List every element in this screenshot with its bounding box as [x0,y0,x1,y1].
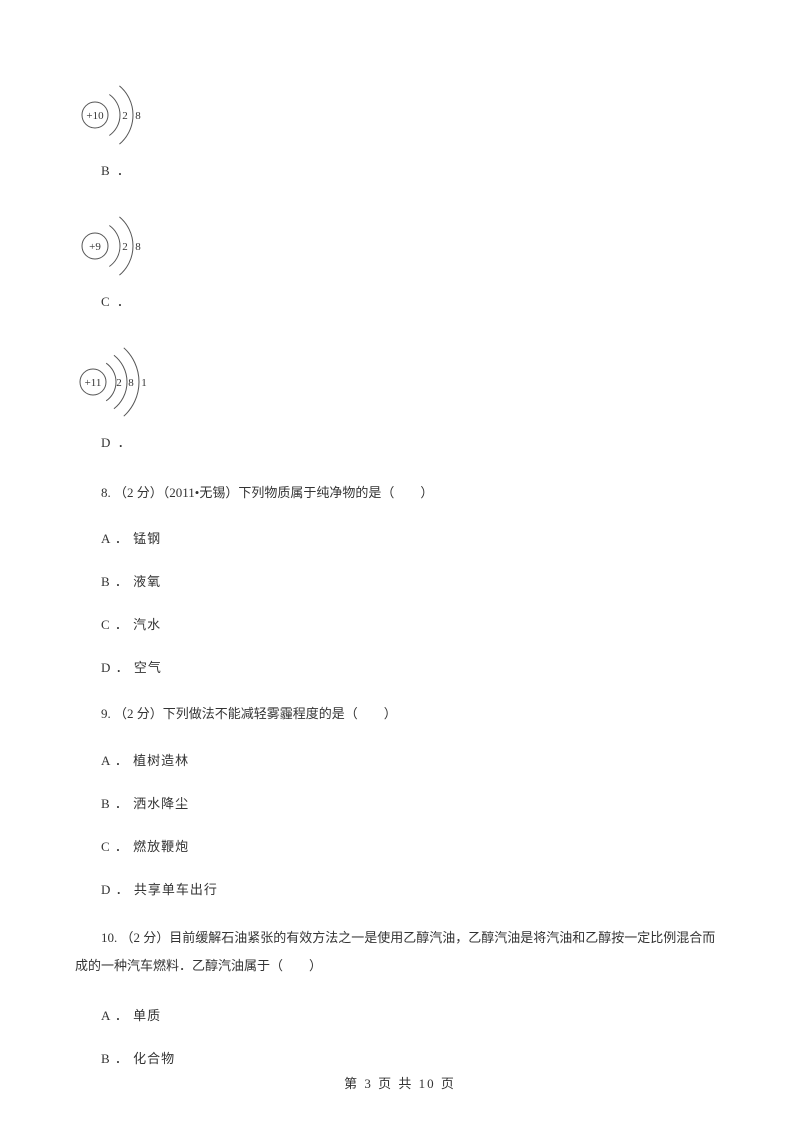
question-9: 9. （2 分）下列做法不能减轻雾霾程度的是（ ） [75,702,725,725]
page-footer: 第 3 页 共 10 页 [0,1073,800,1092]
q8-option-d: D ． 空气 [75,657,725,676]
q8-option-c: C ． 汽水 [75,614,725,633]
option-c-diagram: +9 28 [75,211,725,281]
option-d-letter: D ． [75,432,717,455]
svg-text:+11: +11 [85,377,102,389]
svg-text:2: 2 [122,241,128,253]
svg-text:1: 1 [141,377,147,389]
q9-option-b: B ． 洒水降尘 [75,793,725,812]
question-10: 10. （2 分）目前缓解石油紧张的有效方法之一是使用乙醇汽油，乙醇汽油是将汽油… [75,924,725,981]
svg-text:2: 2 [116,377,122,389]
svg-text:8: 8 [135,110,141,122]
question-8: 8. （2 分）（2011•无锡）下列物质属于纯净物的是（ ） [75,481,725,504]
svg-text:+10: +10 [86,110,104,122]
option-c-letter: C ． [75,291,717,314]
svg-text:2: 2 [122,110,128,122]
q8-option-b: B ． 液氧 [75,571,725,590]
svg-text:8: 8 [135,241,141,253]
q9-option-a: A ． 植树造林 [75,750,725,769]
svg-text:8: 8 [128,377,134,389]
option-d-diagram: +11 281 [75,342,725,422]
option-b-diagram: +10 28 [75,80,725,150]
q10-option-b: B ． 化合物 [75,1048,725,1067]
atom-diagram-b: +10 28 [75,80,165,150]
q10-option-a: A ． 单质 [75,1005,725,1024]
q9-option-c: C ． 燃放鞭炮 [75,836,725,855]
q8-option-a: A ． 锰钢 [75,528,725,547]
q9-option-d: D ． 共享单车出行 [75,879,725,898]
option-b-letter: B ． [75,160,717,183]
atom-diagram-d: +11 281 [75,342,165,422]
atom-diagram-c: +9 28 [75,211,165,281]
svg-text:+9: +9 [89,241,101,253]
